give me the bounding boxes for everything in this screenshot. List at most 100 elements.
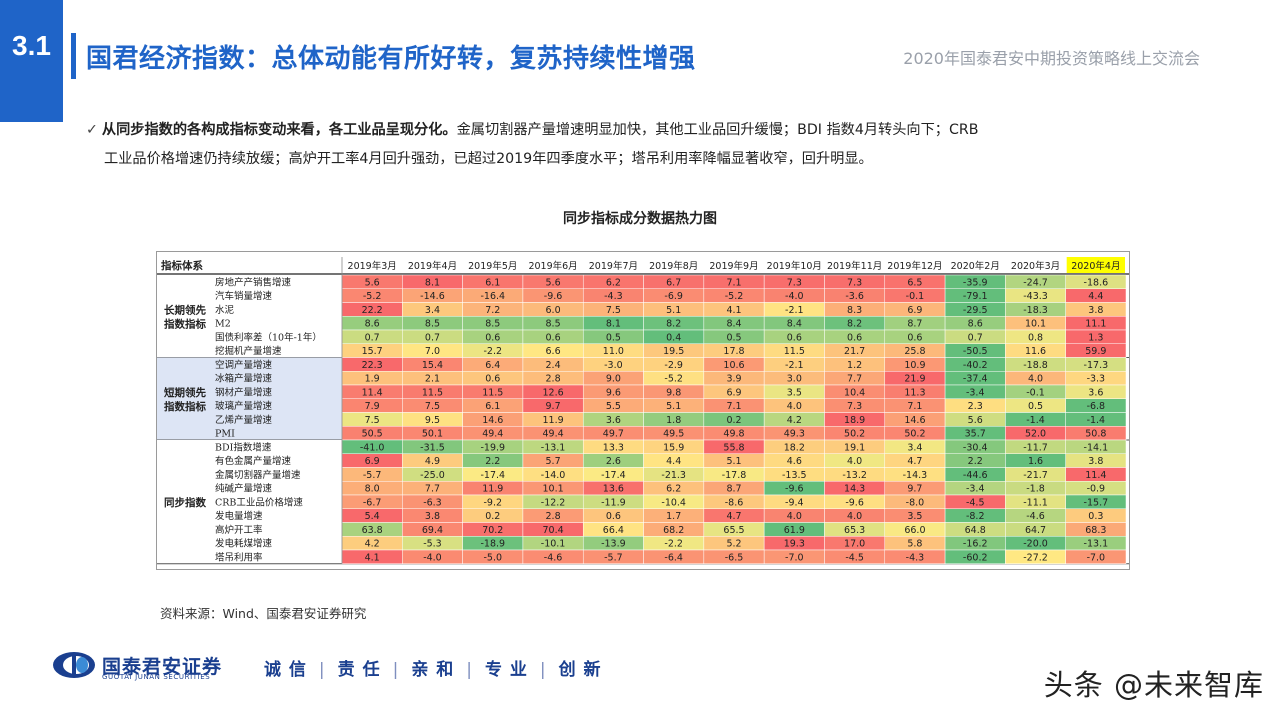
row-label: 冰箱产量增速: [215, 373, 273, 385]
heat-value: 50.2: [844, 429, 865, 440]
company-name: 国泰君安证券: [102, 656, 223, 678]
heat-value: 6.0: [546, 305, 561, 316]
heat-value: -7.0: [785, 552, 804, 563]
heat-value: 61.9: [784, 525, 805, 536]
heat-value: 8.6: [968, 319, 983, 330]
heat-value: -17.4: [601, 470, 626, 481]
heat-value: 3.5: [907, 511, 922, 522]
heat-value: 15.7: [362, 346, 383, 357]
heat-value: 65.3: [844, 525, 865, 536]
heat-value: -4.3: [906, 552, 925, 563]
heat-value: 8.5: [425, 319, 440, 330]
row-label: BDI指数增速: [215, 441, 272, 453]
heat-value: -18.3: [1023, 305, 1048, 316]
column-header: 2019年5月: [468, 260, 517, 272]
heat-value: 7.2: [485, 305, 500, 316]
company-motto: 诚 信 | 责 任 | 亲 和 | 专 业 | 创 新: [264, 660, 602, 680]
heat-value: -2.1: [785, 360, 804, 371]
heat-value: -0.1: [1026, 387, 1045, 398]
heat-value: -41.0: [360, 442, 385, 453]
heat-value: -13.1: [541, 442, 566, 453]
key-point-bold: 从同步指数的各构成指标变动来看，各工业品呈现分化。: [101, 122, 457, 138]
heat-value: 3.4: [425, 305, 440, 316]
heat-value: 8.4: [787, 319, 802, 330]
heat-value: 4.0: [847, 456, 862, 467]
heat-value: 49.4: [542, 429, 563, 440]
heat-value: 49.7: [603, 429, 624, 440]
heat-value: 3.0: [787, 374, 802, 385]
heat-value: 10.1: [1025, 319, 1046, 330]
highlight-column-cell: [1066, 257, 1125, 273]
heat-value: 52.0: [1025, 429, 1046, 440]
heat-value: 7.7: [847, 374, 862, 385]
heat-value: -6.7: [363, 497, 382, 508]
heat-value: 7.5: [606, 305, 621, 316]
heat-value: -27.2: [1023, 552, 1048, 563]
heat-value: -4.3: [604, 291, 623, 302]
heat-value: 6.9: [365, 456, 380, 467]
heat-value: -4.0: [785, 291, 804, 302]
heat-value: 64.7: [1025, 525, 1046, 536]
heat-value: 11.5: [784, 346, 805, 357]
group-cell: [157, 357, 213, 440]
heat-value: -6.9: [664, 291, 683, 302]
heat-value: 17.0: [844, 539, 865, 550]
corner-label: 指标体系: [161, 259, 203, 272]
heat-value: 68.2: [663, 525, 684, 536]
heat-value: 6.4: [485, 360, 500, 371]
heat-value: 19.1: [844, 442, 865, 453]
heat-value: 7.1: [726, 277, 741, 288]
heat-value: -14.0: [541, 470, 566, 481]
heat-value: 1.8: [666, 415, 681, 426]
heat-value: 1.3: [1088, 332, 1103, 343]
heat-value: 2.4: [546, 360, 561, 371]
row-label: 房地产产销售增速: [215, 276, 292, 288]
row-label: CRB工业品价格增速: [215, 496, 303, 508]
heat-value: 11.5: [422, 387, 443, 398]
heat-value: 11.4: [1085, 470, 1106, 481]
motto-item: 诚 信: [264, 660, 307, 680]
heat-value: -35.9: [963, 277, 988, 288]
heat-value: -60.2: [963, 552, 988, 563]
heat-value: 12.6: [542, 387, 563, 398]
heat-value: 0.6: [606, 511, 621, 522]
heat-value: 50.5: [362, 429, 383, 440]
heat-value: -13.5: [782, 470, 807, 481]
heat-value: -3.4: [966, 484, 985, 495]
heat-value: -1.4: [1087, 415, 1106, 426]
chart-title: 同步指标成分数据热力图: [563, 211, 717, 227]
heat-value: 6.9: [907, 305, 922, 316]
heat-value: 7.3: [847, 401, 862, 412]
heat-value: 11.1: [1085, 319, 1106, 330]
heat-value: 9.8: [666, 387, 681, 398]
heat-value: -11.9: [601, 497, 626, 508]
heat-value: 69.4: [422, 525, 443, 536]
heat-value: 0.2: [726, 415, 741, 426]
heat-value: -19.9: [480, 442, 505, 453]
row-label: 金属切割器产量增速: [215, 469, 301, 481]
heat-value: 55.8: [723, 442, 744, 453]
heat-value: 0.5: [606, 332, 621, 343]
company-name-en: GUOTAI JUNAN SECURITIES: [102, 673, 211, 681]
heat-value: -8.0: [906, 497, 925, 508]
heat-value: -14.1: [1084, 442, 1109, 453]
motto-item: 专 业: [484, 660, 528, 680]
heat-value: -3.3: [1087, 374, 1106, 385]
heat-value: 22.2: [362, 305, 383, 316]
heat-value: -9.6: [544, 291, 563, 302]
heat-value: 11.9: [542, 415, 563, 426]
heat-value: 7.3: [787, 277, 802, 288]
heat-value: -0.9: [1087, 484, 1106, 495]
heat-value: -6.3: [423, 497, 442, 508]
heat-value: -3.6: [845, 291, 864, 302]
column-header: 2019年9月: [709, 260, 758, 272]
heat-value: 7.0: [425, 346, 440, 357]
row-label: 高炉开工率: [215, 524, 263, 536]
heat-value: -4.0: [423, 552, 442, 563]
heat-value: 7.3: [847, 277, 862, 288]
heat-value: 0.4: [666, 332, 681, 343]
motto-item: 创 新: [558, 660, 602, 680]
heat-value: 4.6: [787, 456, 802, 467]
heat-value: 19.5: [663, 346, 684, 357]
row-label: 国债利率差（10年-1年）: [215, 331, 322, 343]
